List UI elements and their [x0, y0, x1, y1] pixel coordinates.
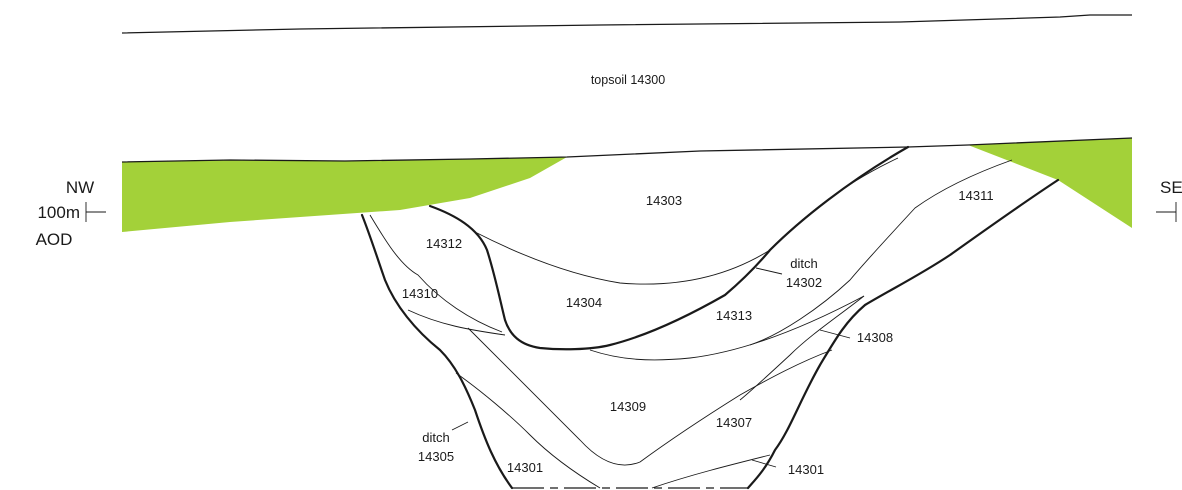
- label-c14307: 14307: [716, 415, 752, 430]
- ditch-14305-cut-right: [746, 178, 1060, 490]
- label-orientation-nw: NW: [66, 178, 94, 197]
- label-c14301-left: 14301: [507, 460, 543, 475]
- label-c14312: 14312: [426, 236, 462, 251]
- label-c14310: 14310: [402, 286, 438, 301]
- ground-surface-line: [121, 14, 1132, 34]
- label-datum-unit: AOD: [36, 230, 73, 249]
- c14310-base-line: [407, 309, 506, 336]
- label-c14311: 14311: [958, 188, 993, 203]
- label-ditch-14302-line2: 14302: [786, 275, 822, 290]
- c14311-base-line: [749, 159, 1013, 346]
- c14307-base-line: [651, 454, 771, 489]
- turf-band-right: [968, 138, 1132, 228]
- label-orientation-se: SE: [1160, 178, 1182, 197]
- label-topsoil: topsoil 14300: [591, 73, 665, 87]
- label-c14304: 14304: [566, 295, 602, 310]
- c14313-base-line: [589, 295, 865, 361]
- leader-ditch-14302: [755, 267, 783, 275]
- c14310-c14312-line: [369, 214, 503, 333]
- label-ditch-14302-line1: ditch: [790, 256, 817, 271]
- topsoil-base-line: [121, 137, 1133, 163]
- c14301-left-line: [455, 372, 601, 489]
- label-ditch-14305-line1: ditch: [422, 430, 449, 445]
- label-datum-value: 100m: [37, 203, 80, 222]
- label-ditch-14305-line2: 14305: [418, 449, 454, 464]
- datum-tick-left: [85, 202, 106, 222]
- label-c14301-right: 14301: [788, 462, 824, 477]
- label-c14303: 14303: [646, 193, 682, 208]
- label-c14308: 14308: [857, 330, 893, 345]
- label-c14309: 14309: [610, 399, 646, 414]
- turf-band-left: [122, 157, 567, 232]
- c14308-divide-line: [739, 295, 865, 401]
- leader-ditch-14305: [451, 421, 469, 431]
- c14309-base-line: [467, 327, 833, 466]
- ditch-14302-cut: [428, 145, 910, 351]
- ditch-14305-cut: [360, 213, 514, 490]
- datum-tick-right: [1156, 202, 1177, 222]
- label-c14313: 14313: [716, 308, 752, 323]
- c14303-base-line: [474, 157, 899, 285]
- leader-14308: [819, 329, 851, 339]
- leader-14301-right: [751, 459, 777, 468]
